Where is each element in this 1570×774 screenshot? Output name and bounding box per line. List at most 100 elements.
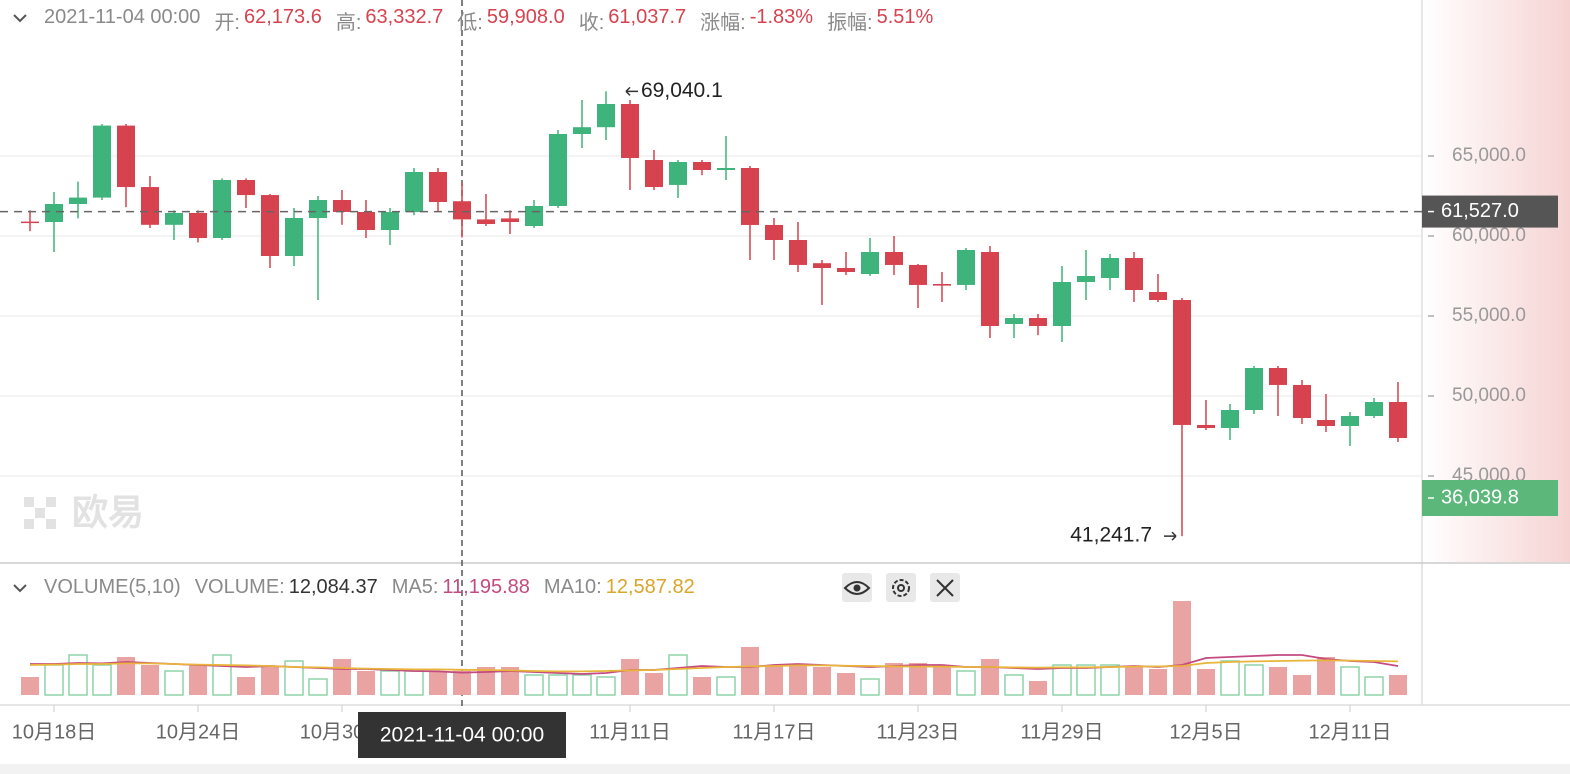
volume-bar bbox=[981, 659, 999, 695]
candle-body bbox=[357, 212, 375, 230]
volume-bar bbox=[741, 647, 759, 695]
header-label: 开: bbox=[214, 12, 240, 34]
header-label: MA10: bbox=[543, 576, 602, 598]
candle-body bbox=[189, 212, 207, 238]
volume-bar bbox=[92, 664, 112, 696]
candle-body bbox=[909, 264, 927, 285]
volume-bar bbox=[212, 654, 232, 696]
volume-bar bbox=[668, 654, 688, 696]
candle-body bbox=[1125, 258, 1143, 290]
header-item: 涨幅: -1.83% bbox=[700, 6, 813, 35]
header-label: 2021-11-04 00:00 bbox=[44, 6, 201, 28]
candle-body bbox=[333, 200, 351, 212]
volume-bar bbox=[885, 663, 903, 695]
volume-bar bbox=[789, 665, 807, 695]
header-label: VOLUME: bbox=[194, 576, 285, 598]
y-tick-label: 50,000.0 bbox=[1452, 385, 1526, 406]
x-axis-bg bbox=[0, 706, 1570, 774]
header-item: VOLUME: 12,084.37 bbox=[195, 576, 378, 599]
candle-body bbox=[621, 104, 639, 158]
watermark-text: 欧易 bbox=[72, 492, 144, 533]
y-tick-label: 60,000.0 bbox=[1452, 225, 1526, 246]
candle-body bbox=[141, 187, 159, 225]
volume-bar bbox=[909, 663, 927, 695]
volume-bar bbox=[645, 673, 663, 695]
candle-body bbox=[261, 195, 279, 256]
candle-body bbox=[981, 252, 999, 326]
y-tick-label: 65,000.0 bbox=[1452, 145, 1526, 166]
header-item: 振幅: 5.51% bbox=[827, 6, 933, 35]
header-value: 61,037.7 bbox=[608, 6, 687, 28]
volume-bar bbox=[21, 677, 39, 695]
low-price-box bbox=[1422, 480, 1558, 516]
volume-bar bbox=[596, 676, 616, 696]
candle-body bbox=[573, 127, 591, 134]
volume-bar bbox=[453, 670, 471, 695]
header-value: 63,332.7 bbox=[365, 6, 444, 28]
candle-body bbox=[405, 172, 423, 212]
candle-body bbox=[1221, 410, 1239, 428]
header-value: 12,084.37 bbox=[288, 576, 378, 598]
volume-bar bbox=[524, 674, 544, 696]
volume-bar bbox=[860, 678, 880, 696]
volume-bar bbox=[1244, 664, 1264, 696]
candle-body bbox=[1077, 276, 1095, 282]
candle-body bbox=[381, 212, 399, 230]
volume-header: VOLUME(5,10) VOLUME: 12,084.37 MA5: 11,195.8… bbox=[44, 576, 695, 599]
candle-body bbox=[957, 250, 975, 285]
collapse-icon[interactable] bbox=[13, 584, 27, 593]
volume-bar bbox=[956, 670, 976, 696]
x-tick-label: 11月11日 bbox=[589, 721, 671, 743]
volume-bar bbox=[1076, 664, 1096, 696]
x-tick-label: 12月5日 bbox=[1169, 721, 1242, 743]
candle-body bbox=[549, 134, 567, 206]
header-value: 59,908.0 bbox=[486, 6, 565, 28]
volume-bar bbox=[333, 659, 351, 695]
candle-body bbox=[165, 212, 183, 225]
volume-bar bbox=[1052, 664, 1072, 696]
candle-body bbox=[1149, 292, 1167, 300]
crosshair-tooltip bbox=[358, 712, 566, 758]
candle-body bbox=[93, 125, 111, 198]
candle-body bbox=[45, 204, 63, 222]
candle-body bbox=[69, 197, 87, 204]
candle-body bbox=[837, 268, 855, 272]
volume-bar bbox=[1389, 675, 1407, 695]
min-label: 41,241.7 bbox=[1070, 524, 1152, 547]
settings-button[interactable] bbox=[886, 573, 916, 602]
candle-body bbox=[429, 172, 447, 202]
volume-bar bbox=[380, 670, 400, 696]
x-tick-label: 11月29日 bbox=[1020, 721, 1103, 743]
header-value: -1.83% bbox=[749, 6, 814, 28]
candle-body bbox=[1101, 258, 1119, 278]
volume-bar bbox=[837, 673, 855, 695]
volume-bar bbox=[693, 677, 711, 695]
volume-bar bbox=[237, 677, 255, 695]
header-value: 5.51% bbox=[876, 6, 934, 28]
last-price-label: 61,527.0 bbox=[1441, 200, 1519, 222]
x-tick-label: 12月11日 bbox=[1308, 721, 1391, 743]
close-button[interactable] bbox=[930, 573, 960, 602]
watermark: 欧易 bbox=[24, 492, 144, 533]
y-tick-label: 55,000.0 bbox=[1452, 305, 1526, 326]
header-label: 高: bbox=[335, 12, 362, 34]
candle-body bbox=[1293, 384, 1311, 418]
volume-bar bbox=[261, 667, 279, 695]
volume-bar bbox=[548, 674, 568, 696]
ma-line bbox=[29, 659, 1399, 673]
x-tick-label: 10月18日 bbox=[12, 721, 97, 743]
eye-button[interactable] bbox=[842, 573, 872, 602]
header-item: 低: 59,908.0 bbox=[457, 6, 564, 35]
candle-body bbox=[309, 200, 327, 218]
candle-body bbox=[1269, 368, 1287, 385]
candle-body bbox=[933, 284, 951, 286]
collapse-icon[interactable] bbox=[13, 14, 27, 23]
volume-bar bbox=[357, 671, 375, 695]
bottom-bar bbox=[0, 764, 1570, 774]
header-value: 62,173.6 bbox=[244, 6, 322, 28]
candle-body bbox=[117, 125, 135, 188]
candle-body bbox=[1245, 368, 1263, 410]
header-item: MA5: 11,195.88 bbox=[392, 576, 530, 599]
candle-body bbox=[741, 168, 759, 225]
